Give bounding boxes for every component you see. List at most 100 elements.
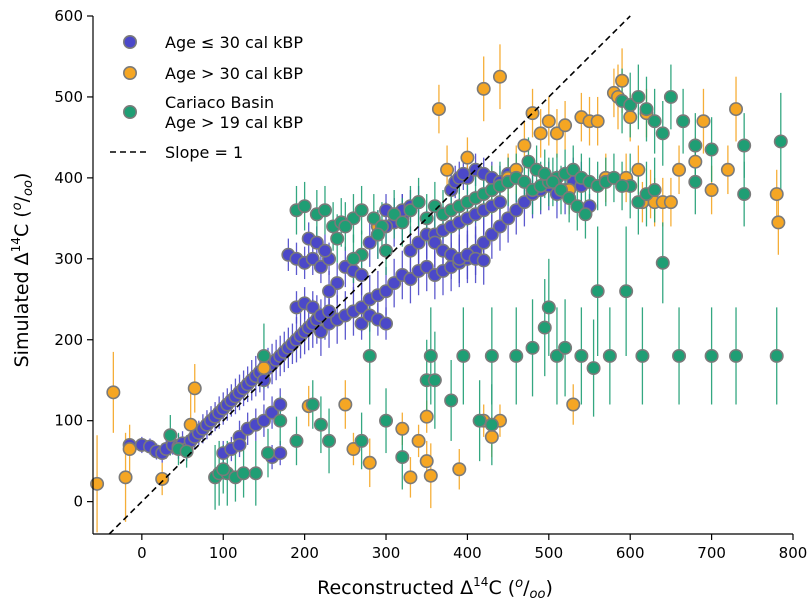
data-point bbox=[631, 162, 646, 177]
data-point bbox=[619, 284, 634, 299]
data-point bbox=[322, 284, 337, 299]
data-point bbox=[346, 211, 361, 226]
data-point bbox=[273, 397, 288, 412]
data-point bbox=[289, 433, 304, 448]
data-point bbox=[187, 381, 202, 396]
data-point bbox=[317, 243, 332, 258]
x-tick-label: 600 bbox=[616, 544, 645, 562]
data-point bbox=[305, 251, 320, 266]
data-point bbox=[517, 195, 532, 210]
data-point bbox=[236, 466, 251, 481]
data-point bbox=[379, 284, 394, 299]
data-point bbox=[313, 324, 328, 339]
data-point bbox=[663, 195, 678, 210]
data-point bbox=[476, 81, 491, 96]
data-point bbox=[492, 219, 507, 234]
data-point bbox=[362, 235, 377, 250]
data-point bbox=[419, 259, 434, 274]
data-point bbox=[379, 316, 394, 331]
data-point bbox=[419, 409, 434, 424]
data-point bbox=[769, 187, 784, 202]
data-point bbox=[309, 235, 324, 250]
data-point bbox=[655, 126, 670, 141]
y-tick-label: 100 bbox=[54, 412, 83, 430]
legend-label: Age ≤ 30 cal kBP bbox=[165, 33, 303, 52]
data-point bbox=[330, 231, 345, 246]
data-point bbox=[704, 348, 719, 363]
data-point bbox=[663, 89, 678, 104]
data-point bbox=[501, 211, 516, 226]
data-point bbox=[704, 183, 719, 198]
data-point bbox=[549, 348, 564, 363]
legend: Age ≤ 30 cal kBP Age > 30 cal kBP Cariaco … bbox=[110, 33, 303, 162]
data-point bbox=[737, 187, 752, 202]
data-point bbox=[354, 316, 369, 331]
data-point bbox=[590, 284, 605, 299]
data-point bbox=[431, 102, 446, 117]
data-point bbox=[403, 243, 418, 258]
data-point bbox=[639, 102, 654, 117]
data-point bbox=[517, 138, 532, 153]
data-point bbox=[688, 154, 703, 169]
data-point bbox=[403, 272, 418, 287]
data-point bbox=[427, 373, 442, 388]
data-point bbox=[427, 199, 442, 214]
data-point bbox=[338, 397, 353, 412]
data-point bbox=[655, 255, 670, 270]
data-point bbox=[338, 219, 353, 234]
data-point bbox=[155, 471, 170, 486]
data-point bbox=[771, 215, 786, 230]
data-point bbox=[313, 259, 328, 274]
data-point bbox=[472, 413, 487, 428]
legend-label: Age > 19 cal kBP bbox=[165, 113, 303, 132]
data-point bbox=[602, 348, 617, 363]
data-point bbox=[558, 340, 573, 355]
data-point bbox=[216, 462, 231, 477]
x-tick-label: 700 bbox=[697, 544, 726, 562]
data-point bbox=[122, 442, 137, 457]
data-point bbox=[484, 227, 499, 242]
y-tick-label: 500 bbox=[54, 88, 83, 106]
data-point bbox=[346, 442, 361, 457]
data-point bbox=[615, 73, 630, 88]
data-point bbox=[354, 433, 369, 448]
data-point bbox=[476, 235, 491, 250]
y-tick-label: 400 bbox=[54, 169, 83, 187]
data-point bbox=[273, 446, 288, 461]
data-point bbox=[354, 267, 369, 282]
data-point bbox=[566, 162, 581, 177]
data-point bbox=[265, 405, 280, 420]
data-point bbox=[492, 195, 507, 210]
data-point bbox=[423, 348, 438, 363]
data-point bbox=[672, 348, 687, 363]
data-point bbox=[729, 348, 744, 363]
data-point bbox=[549, 126, 564, 141]
data-point bbox=[586, 361, 601, 376]
data-point bbox=[366, 211, 381, 226]
legend-marker bbox=[123, 105, 138, 120]
data-point bbox=[537, 320, 552, 335]
data-point bbox=[562, 191, 577, 206]
data-point bbox=[566, 397, 581, 412]
data-point bbox=[606, 170, 621, 185]
data-point bbox=[232, 437, 247, 452]
data-point bbox=[456, 348, 471, 363]
data-point bbox=[525, 340, 540, 355]
data-point bbox=[672, 162, 687, 177]
legend-label: Cariaco Basin bbox=[165, 93, 274, 112]
data-point bbox=[484, 429, 499, 444]
data-point bbox=[322, 433, 337, 448]
data-point bbox=[541, 300, 556, 315]
y-tick-label: 600 bbox=[54, 7, 83, 25]
data-point bbox=[305, 397, 320, 412]
data-point bbox=[773, 134, 788, 149]
data-point bbox=[631, 89, 646, 104]
data-point bbox=[729, 102, 744, 117]
data-point bbox=[256, 413, 271, 428]
data-point bbox=[362, 455, 377, 470]
data-point bbox=[354, 203, 369, 218]
data-point bbox=[570, 199, 585, 214]
data-point bbox=[256, 348, 271, 363]
x-tick-label: 100 bbox=[209, 544, 238, 562]
